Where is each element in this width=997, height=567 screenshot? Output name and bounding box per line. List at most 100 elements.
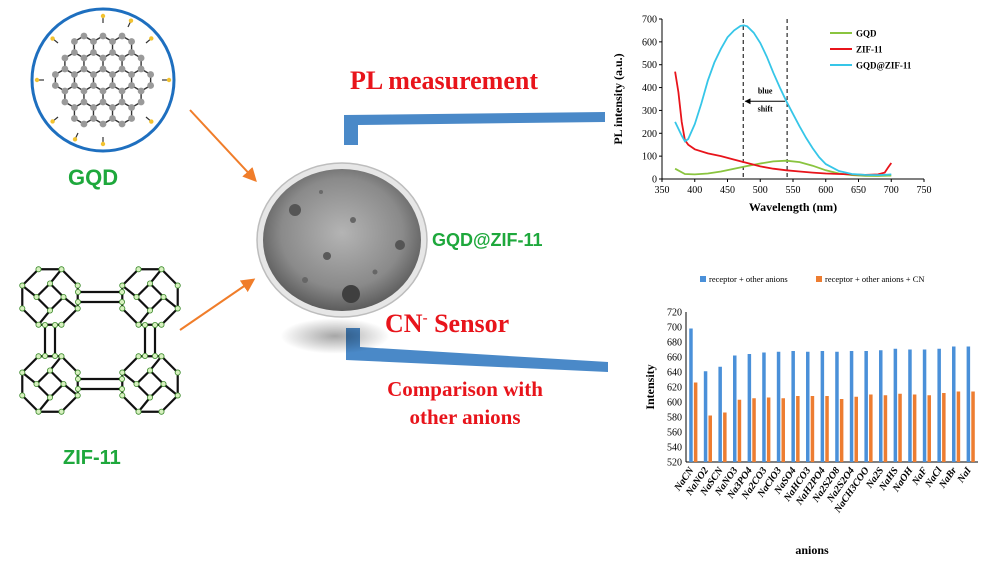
pl-x-tick-label: 550	[786, 185, 801, 196]
bar-receptor-cn	[781, 398, 785, 462]
bar-receptor	[747, 354, 752, 462]
bar-receptor	[849, 351, 854, 462]
pl-x-tick-label: 750	[917, 185, 932, 196]
bar-receptor	[893, 348, 898, 462]
bar-receptor	[791, 351, 795, 462]
graphene-lattice	[34, 13, 172, 147]
zif-nodes	[19, 266, 181, 415]
bar-legend-swatch	[816, 276, 822, 282]
pl-y-tick-label: 200	[642, 129, 657, 140]
callout-cn	[346, 328, 608, 372]
pl-x-tick-label: 350	[655, 185, 670, 196]
bar-receptor	[776, 351, 781, 462]
bar-receptor-cn	[766, 397, 771, 462]
pl-legend-label: ZIF-11	[856, 45, 883, 55]
arrow-zif-to-composite	[179, 278, 256, 331]
pl-spectrum-chart: 0 100 200 300 400 500 600 700 350 400 450 500 550 600…	[611, 15, 932, 215]
bar-x-axis-label: anions	[795, 543, 829, 557]
bar-receptor	[966, 346, 971, 462]
bar-receptor-cn	[912, 394, 917, 462]
pl-y-tick-label: 300	[642, 106, 657, 117]
comparison-line-1: Comparison with	[387, 377, 543, 401]
composite-label: GQD@ZIF-11	[432, 230, 543, 250]
bar-y-tick-label: 660	[667, 353, 682, 364]
zif11-structure	[19, 266, 181, 415]
bar-receptor	[733, 355, 737, 462]
bar-receptor-cn	[723, 412, 727, 462]
bar-y-tick-label: 600	[667, 398, 682, 409]
bar-y-tick-label: 540	[667, 443, 682, 454]
pl-legend-label: GQD	[856, 29, 877, 39]
bar-y-tick-label: 720	[667, 308, 682, 319]
gqd-structure	[30, 7, 176, 153]
bar-y-tick-label: 580	[667, 413, 682, 424]
bar-receptor	[703, 371, 708, 462]
bar-receptor	[762, 352, 766, 462]
bar-legend-label: receptor + other anions	[709, 274, 788, 284]
pl-x-axis-label: Wavelength (nm)	[749, 200, 837, 214]
pl-x-tick-label: 700	[884, 185, 899, 196]
bar-receptor-cn	[854, 396, 858, 462]
cn-sensor-label: CN- Sensor	[385, 309, 509, 339]
bar-y-tick-label: 700	[667, 323, 682, 334]
zif11-label: ZIF-11	[63, 447, 121, 469]
bar-receptor-cn	[737, 399, 742, 462]
gqd-label: GQD	[68, 165, 119, 190]
pl-series-line	[674, 71, 893, 176]
pl-annotation-line2: shift	[758, 104, 773, 113]
comparison-line-2: other anions	[409, 405, 521, 429]
pl-x-tick-label: 650	[851, 185, 866, 196]
pl-y-tick-label: 400	[642, 83, 657, 94]
arrow-gqd-to-composite	[189, 109, 257, 183]
composite-shadow	[280, 318, 390, 354]
bar-receptor	[820, 351, 825, 462]
pl-x-tick-label: 400	[687, 185, 702, 196]
gqd-circle	[30, 7, 176, 153]
bar-receptor	[806, 351, 810, 462]
bar-receptor-cn	[708, 415, 712, 462]
bar-receptor-cn	[825, 396, 829, 462]
pl-y-axis-label: PL intensity (a.u.)	[611, 53, 625, 144]
comparison-label: Comparison with other anions	[360, 375, 570, 431]
bar-receptor-cn	[693, 382, 698, 462]
pl-measurement-label: PL measurement	[350, 66, 538, 95]
pl-y-tick-label: 700	[642, 15, 657, 26]
composite-tem-image	[256, 162, 428, 318]
bar-receptor	[718, 366, 722, 462]
bar-receptor-cn	[898, 393, 902, 462]
bar-y-tick-label: 620	[667, 383, 682, 394]
bar-receptor-cn	[810, 396, 815, 462]
cn-sensor-main: CN	[385, 309, 423, 338]
anion-bar-chart: 520540560580600620640660680700720NaCNNaN…	[643, 274, 978, 557]
bar-receptor-cn	[883, 395, 888, 462]
pl-y-tick-label: 500	[642, 60, 657, 71]
cn-sensor-rest: Sensor	[427, 309, 510, 338]
pl-x-tick-label: 450	[720, 185, 735, 196]
callout-pl	[344, 112, 605, 145]
bar-receptor	[879, 350, 883, 462]
bar-receptor-cn	[927, 395, 931, 462]
pl-y-tick-label: 600	[642, 37, 657, 48]
bar-y-tick-label: 640	[667, 368, 682, 379]
pl-annotation-line1: blue	[758, 86, 773, 95]
pl-y-tick-label: 0	[652, 175, 657, 186]
bar-receptor	[922, 349, 927, 462]
bar-legend-label: receptor + other anions + CN	[825, 274, 925, 284]
bar-y-tick-label: 680	[667, 338, 682, 349]
bar-receptor	[864, 351, 868, 462]
pl-series-line	[674, 24, 892, 177]
bar-receptor-cn	[971, 391, 975, 462]
bar-legend-swatch	[700, 276, 706, 282]
bar-receptor-cn	[869, 394, 873, 462]
bar-receptor	[689, 328, 693, 462]
bar-y-tick-label: 560	[667, 428, 682, 439]
pl-x-tick-label: 600	[818, 185, 833, 196]
pl-legend-label: GQD@ZIF-11	[856, 61, 912, 71]
bar-receptor	[835, 351, 839, 462]
bar-receptor-cn	[796, 396, 800, 462]
pl-x-tick-label: 500	[753, 185, 768, 196]
pl-y-tick-label: 100	[642, 152, 657, 163]
bar-receptor-cn	[752, 398, 756, 462]
bar-receptor-cn	[839, 399, 844, 462]
